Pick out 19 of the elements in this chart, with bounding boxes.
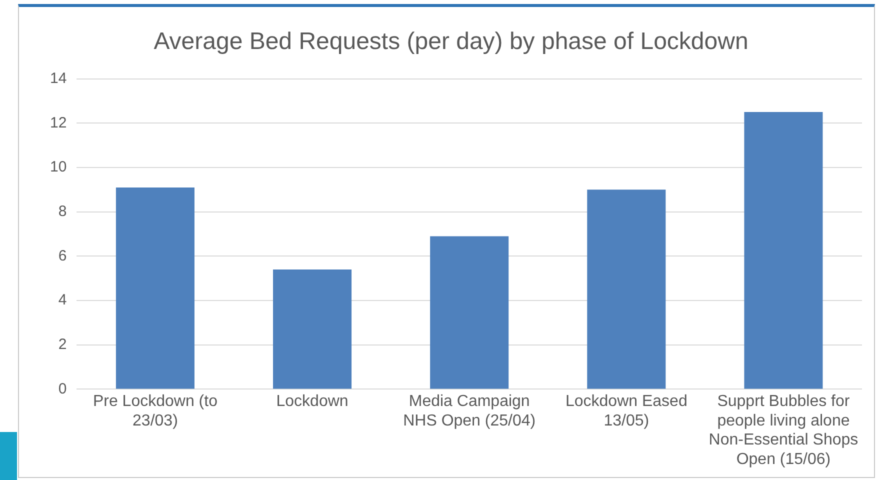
y-tick-label: 12 bbox=[50, 114, 67, 132]
y-tick-label: 0 bbox=[58, 380, 67, 398]
y-tick-label: 8 bbox=[58, 202, 67, 220]
bar bbox=[744, 112, 823, 389]
y-tick-label: 10 bbox=[50, 158, 67, 176]
y-tick-label: 2 bbox=[58, 336, 67, 353]
chart-title: Average Bed Requests (per day) by phase of Lockdown bbox=[154, 28, 748, 56]
y-tick-label: 4 bbox=[58, 292, 67, 309]
bar bbox=[430, 236, 509, 389]
x-tick-label: Media Campaign NHS Open (25/04) bbox=[403, 393, 536, 430]
bar bbox=[273, 269, 352, 389]
y-tick-label: 6 bbox=[58, 247, 67, 264]
bar bbox=[116, 187, 194, 389]
x-tick-label: Lockdown Eased 13/05) bbox=[565, 393, 688, 430]
x-tick-label: Pre Lockdown (to 23/03) bbox=[92, 393, 218, 430]
x-tick-label: Supprt Bubbles for people living alone Non-Essential Shops Open (15/06) bbox=[708, 393, 858, 468]
x-tick-label: Lockdown bbox=[276, 393, 348, 410]
bar bbox=[587, 190, 666, 389]
y-tick-label: 14 bbox=[50, 70, 67, 87]
